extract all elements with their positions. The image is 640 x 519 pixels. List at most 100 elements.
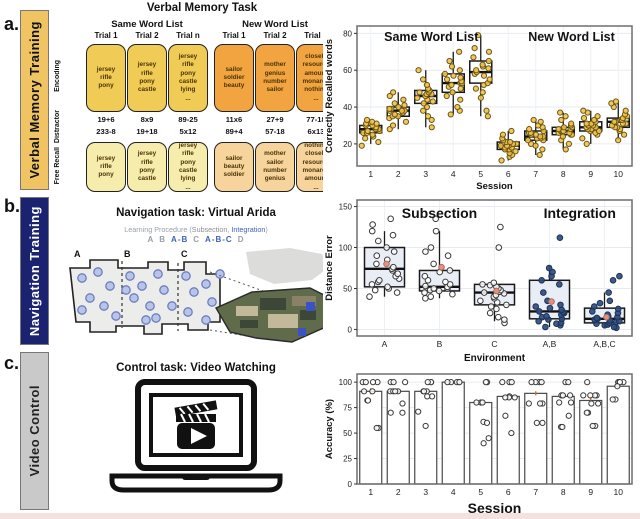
chart-text: 5	[478, 169, 483, 179]
data-point	[362, 379, 369, 386]
data-point	[512, 148, 519, 155]
landmark-dot	[183, 307, 193, 317]
data-point	[390, 248, 398, 255]
data-point	[535, 308, 543, 315]
data-point	[480, 289, 488, 296]
chart-text: 75	[343, 404, 352, 413]
trial-header: Trial 1	[222, 31, 246, 40]
word-list-box: mother sailor number genius	[255, 142, 295, 192]
data-point	[363, 116, 371, 124]
group-header: New Word List	[242, 19, 308, 30]
data-point	[420, 100, 427, 107]
data-point	[501, 316, 508, 323]
data-point	[535, 317, 542, 325]
bar	[551, 395, 575, 485]
data-point	[565, 412, 572, 419]
landmark-dot	[125, 271, 135, 281]
landmark-dot	[85, 293, 95, 303]
chart-text: 7	[533, 169, 538, 179]
sequence-item: A-B-C	[200, 235, 233, 244]
chart-text: 2	[396, 487, 401, 497]
data-point	[457, 85, 464, 92]
verbal-task-title: Verbal Memory Task	[146, 2, 258, 14]
data-point	[609, 396, 616, 403]
chart-text: 150	[339, 203, 353, 212]
data-point	[368, 118, 376, 125]
data-point	[565, 140, 573, 147]
data-point	[620, 131, 628, 138]
chart-text: 100	[339, 244, 353, 253]
data-point	[374, 237, 382, 245]
chart-text: 80	[343, 29, 352, 38]
data-point	[429, 98, 436, 105]
data-point	[402, 118, 410, 125]
data-point	[589, 422, 596, 430]
data-point	[495, 244, 503, 251]
data-point	[583, 120, 590, 127]
data-point	[427, 293, 435, 300]
word-list-box: sailor beauty soldier	[214, 142, 254, 192]
data-point	[373, 260, 380, 268]
landmark-dot	[201, 279, 211, 289]
landmark-dot	[111, 311, 121, 321]
landmark-dot	[151, 313, 161, 323]
data-point	[364, 397, 372, 404]
data-point	[615, 137, 622, 144]
data-point	[483, 419, 491, 426]
sidebar-verbal-memory-label: Verbal Memory Training	[27, 21, 42, 179]
data-point	[432, 215, 439, 223]
data-point	[590, 303, 598, 310]
data-point	[596, 299, 604, 307]
data-point	[444, 252, 452, 260]
data-point	[358, 142, 365, 149]
data-point	[614, 383, 621, 390]
chart-text: 6	[506, 487, 511, 497]
data-point	[525, 400, 532, 407]
data-point	[389, 122, 397, 129]
chart-text: 4	[451, 487, 456, 497]
data-point	[449, 290, 456, 298]
clapperboard-icon	[174, 400, 218, 449]
landmark-dot	[77, 273, 87, 283]
highlight-point	[438, 263, 445, 271]
data-point	[490, 279, 498, 287]
data-point	[565, 379, 572, 386]
data-point	[477, 297, 484, 305]
learning-sequence: A B A-B C A-B-C D	[60, 235, 332, 244]
play-icon	[191, 428, 207, 444]
chart-text: 0	[348, 480, 353, 489]
data-point	[384, 283, 391, 291]
chart-text: 6	[506, 169, 511, 179]
chart-text: 7	[533, 487, 538, 497]
data-point	[424, 393, 431, 400]
chart-text: Integration	[544, 205, 616, 221]
data-point	[588, 400, 595, 407]
data-point	[614, 305, 622, 313]
data-point	[556, 399, 563, 406]
data-point	[441, 70, 449, 77]
data-point	[424, 379, 431, 386]
data-point	[508, 379, 515, 386]
city-target-blue	[306, 302, 315, 311]
data-point	[480, 72, 488, 79]
chart-text: 9	[588, 487, 593, 497]
data-point	[485, 48, 493, 55]
chart-text: 1	[368, 487, 373, 497]
data-point	[360, 388, 368, 395]
data-point	[383, 244, 390, 251]
data-point	[386, 92, 393, 100]
chart-text: Subsection	[402, 205, 477, 221]
landmark-dot	[121, 285, 131, 295]
city-target-blue	[298, 328, 306, 336]
legend-part: ,	[227, 225, 232, 234]
data-point	[435, 287, 443, 295]
chart-text: 8	[561, 169, 566, 179]
data-point	[609, 276, 617, 284]
data-point	[387, 409, 394, 416]
trial-header: Trial n	[304, 31, 328, 40]
data-point	[443, 76, 451, 83]
data-point	[422, 295, 429, 302]
data-point	[567, 392, 574, 399]
data-point	[485, 65, 492, 72]
